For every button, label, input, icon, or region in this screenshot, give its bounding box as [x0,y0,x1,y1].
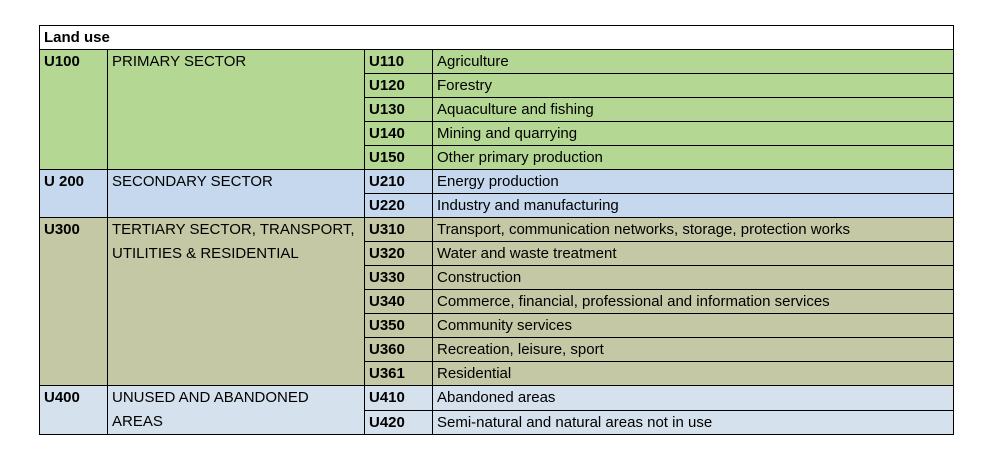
table-row: U400 UNUSED AND ABANDONED AREAS U410 Abando… [39,385,955,435]
subcategory-code: U350 [364,313,433,338]
sector-name: SECONDARY SECTOR [107,169,365,218]
subcategory-code: U140 [364,121,433,146]
subcategory-name: Other primary production [431,145,955,170]
subcategory-code: U110 [364,49,433,74]
table-row: U360 Recreation, leisure, sport [39,337,955,362]
subcategory-code: U420 [364,409,433,435]
subcategory-code: U130 [364,97,433,122]
subcategory-name: Residential [431,361,955,386]
table-row: U100 PRIMARY SECTOR U110 Agriculture [39,49,955,170]
subcategory-name: Water and waste treatment [431,241,955,266]
subcategory-name: Aquaculture and fishing [431,97,955,122]
subcategory-name: Mining and quarrying [431,121,955,146]
land-use-table-body: Land use U100 PRIMARY SECTOR U110 Agricultu… [38,25,955,435]
subcategory-name: Commerce, financial, professional and in… [431,289,955,314]
sector-name: UNUSED AND ABANDONED AREAS [107,385,365,435]
table-row: U120 Forestry [39,73,955,98]
subcategory-name: Agriculture [431,49,955,74]
subcategory-code: U220 [364,193,433,218]
land-use-table: Land use U100 PRIMARY SECTOR U110 Agricultu… [38,25,955,435]
subcategory-code: U410 [364,385,433,411]
table-row: U350 Community services [39,313,955,338]
subcategory-name: Semi-natural and natural areas not in us… [431,409,955,435]
subcategory-code: U150 [364,145,433,170]
subcategory-name: Transport, communication networks, stora… [431,217,955,242]
subcategory-name: Industry and manufacturing [431,193,955,218]
table-title-row: Land use [38,25,955,50]
subcategory-name: Forestry [431,73,955,98]
subcategory-code: U210 [364,169,433,194]
subcategory-code: U310 [364,217,433,242]
subcategory-code: U320 [364,241,433,266]
sector-code: U300 [39,217,108,386]
subcategory-name: Community services [431,313,955,338]
table-row: U300 TERTIARY SECTOR, TRANSPORT, UTILITIE… [39,217,955,386]
subcategory-code: U330 [364,265,433,290]
subcategory-name: Energy production [431,169,955,194]
subcategory-code: U340 [364,289,433,314]
table-row: U 200 SECONDARY SECTOR U210 Energy producti… [39,169,955,218]
subcategory-code: U120 [364,73,433,98]
subcategory-name: Construction [431,265,955,290]
subcategory-name: Abandoned areas [431,385,955,411]
sector-code: U100 [39,49,108,170]
table-row: U320 Water and waste treatment [39,241,955,266]
subcategory-code: U360 [364,337,433,362]
sector-name: TERTIARY SECTOR, TRANSPORT, UTILITIES & … [107,217,365,386]
sector-code: U 200 [39,169,108,218]
subcategory-code: U361 [364,361,433,386]
subcategory-name: Recreation, leisure, sport [431,337,955,362]
sector-name: PRIMARY SECTOR [107,49,365,170]
table-title: Land use [38,25,955,50]
sector-code: U400 [39,385,108,435]
